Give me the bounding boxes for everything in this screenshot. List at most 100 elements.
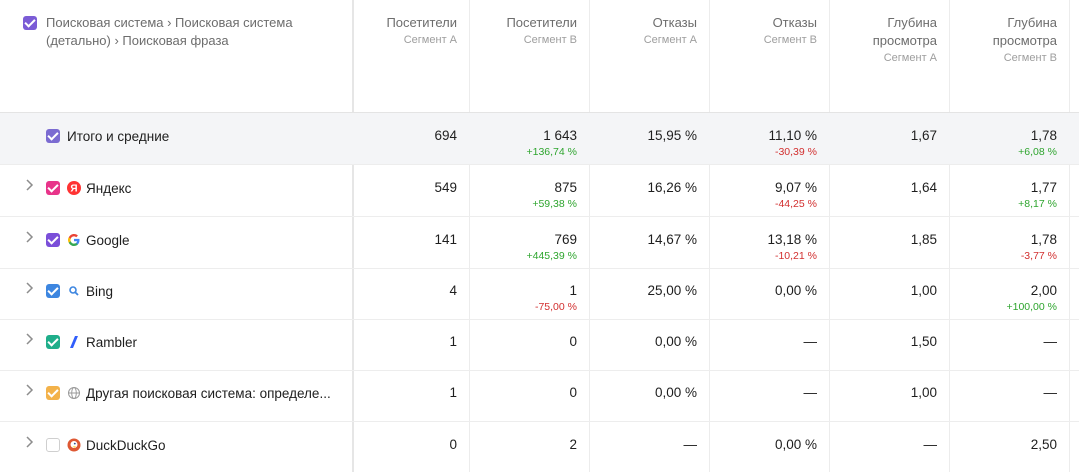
column-header-depth-b[interactable]: Глубина просмотра Сегмент B	[977, 14, 1057, 66]
row-label[interactable]: Bing	[86, 283, 114, 299]
column-title: Глубина просмотра	[872, 15, 937, 48]
bounce-b-value: 11,10 %	[768, 128, 817, 143]
row-dimension: Я Яндекс	[46, 179, 131, 197]
visitors-b-value: 1 643	[543, 128, 577, 143]
bounce-a-value: —	[683, 437, 698, 452]
row-label[interactable]: DuckDuckGo	[86, 437, 166, 453]
svg-text:Я: Я	[70, 184, 77, 195]
dimension-path[interactable]: Поисковая система › Поисковая система (д…	[46, 15, 293, 48]
depth-b-value: 1,78	[1030, 128, 1057, 143]
expand-chevron-icon[interactable]	[25, 384, 35, 396]
google-icon	[67, 233, 81, 247]
visitors-a-value: 1	[449, 385, 457, 400]
visitors-a-value: 141	[434, 232, 457, 247]
expand-chevron-icon[interactable]	[25, 436, 35, 448]
visitors-a-value: 694	[434, 128, 457, 143]
column-title: Посетители	[506, 15, 577, 30]
depth-a-value: 1,67	[910, 128, 937, 143]
bounce-delta: -10,21 %	[774, 250, 817, 262]
row-label[interactable]: Яндекс	[86, 180, 132, 196]
column-divider	[1069, 0, 1070, 472]
visitors-delta: -75,00 %	[534, 301, 577, 313]
table-row: Я Яндекс 549 875 +59,38 % 16,26 % 9,07 %…	[0, 165, 1079, 217]
column-header-visitors-b[interactable]: Посетители Сегмент B	[477, 14, 577, 48]
bounce-a-value: 25,00 %	[647, 283, 697, 298]
expand-chevron-icon[interactable]	[25, 231, 35, 243]
visitors-delta: +445,39 %	[526, 250, 577, 262]
row-dimension: Итого и средние	[46, 127, 169, 145]
table-row: Bing 4 1 -75,00 % 25,00 % 0,00 % 1,00 2,…	[0, 268, 1079, 320]
row-label: Итого и средние	[67, 128, 170, 144]
visitors-delta: +136,74 %	[526, 146, 577, 158]
bounce-a-value: 0,00 %	[654, 334, 697, 349]
depth-delta: +100,00 %	[1006, 301, 1057, 313]
depth-a-value: 1,85	[910, 232, 937, 247]
visitors-delta: +59,38 %	[532, 198, 577, 210]
select-all-checkbox[interactable]	[23, 16, 37, 30]
row-label[interactable]: Другая поисковая система: определе...	[86, 385, 331, 401]
column-divider	[352, 0, 354, 472]
row-dimension: Google	[46, 231, 130, 249]
row-checkbox[interactable]	[46, 438, 60, 452]
expand-chevron-icon[interactable]	[25, 333, 35, 345]
table-row: Другая поисковая система: определе... 1 …	[0, 370, 1079, 422]
bounce-b-value: —	[803, 334, 818, 349]
column-segment: Сегмент A	[883, 52, 937, 64]
depth-b-value: —	[1043, 334, 1058, 349]
column-segment: Сегмент A	[643, 34, 697, 46]
column-header-bounce-a[interactable]: Отказы Сегмент A	[597, 14, 697, 48]
visitors-b-value: 1	[569, 283, 577, 298]
bounce-b-value: —	[803, 385, 818, 400]
depth-b-value: 2,50	[1030, 437, 1057, 452]
expand-chevron-icon[interactable]	[25, 179, 35, 191]
table-header: Поисковая система › Поисковая система (д…	[0, 0, 1079, 113]
duckduckgo-icon	[67, 438, 81, 452]
column-header-depth-a[interactable]: Глубина просмотра Сегмент A	[857, 14, 937, 66]
column-divider	[949, 0, 950, 472]
visitors-b-value: 2	[569, 437, 577, 452]
depth-b-value: 1,77	[1030, 180, 1057, 195]
visitors-b-value: 769	[554, 232, 577, 247]
bounce-b-value: 0,00 %	[774, 283, 817, 298]
depth-a-value: 1,50	[910, 334, 937, 349]
depth-b-value: 1,78	[1030, 232, 1057, 247]
depth-b-value: —	[1043, 385, 1058, 400]
column-title: Глубина просмотра	[992, 15, 1057, 48]
table-row-total: Итого и средние 694 1 643 +136,74 % 15,9…	[0, 113, 1079, 165]
row-label[interactable]: Google	[86, 232, 130, 248]
depth-a-value: 1,00	[910, 385, 937, 400]
table-row: Google 141 769 +445,39 % 14,67 % 13,18 %…	[0, 217, 1079, 269]
row-dimension: Bing	[46, 282, 113, 300]
column-segment: Сегмент B	[523, 34, 577, 46]
visitors-a-value: 4	[449, 283, 457, 298]
row-label[interactable]: Rambler	[86, 334, 138, 350]
depth-a-value: —	[923, 437, 938, 452]
row-checkbox[interactable]	[46, 233, 60, 247]
column-divider	[709, 0, 710, 472]
column-title: Отказы	[772, 15, 817, 30]
row-dimension: Rambler	[46, 333, 137, 351]
expand-chevron-icon[interactable]	[25, 282, 35, 294]
column-header-bounce-b[interactable]: Отказы Сегмент B	[717, 14, 817, 48]
visitors-a-value: 0	[449, 437, 457, 452]
bounce-b-value: 0,00 %	[774, 437, 817, 452]
depth-b-value: 2,00	[1030, 283, 1057, 298]
bounce-a-value: 14,67 %	[647, 232, 697, 247]
visitors-b-value: 875	[554, 180, 577, 195]
depth-a-value: 1,00	[910, 283, 937, 298]
depth-a-value: 1,64	[910, 180, 937, 195]
row-checkbox[interactable]	[46, 284, 60, 298]
row-checkbox[interactable]	[46, 129, 60, 143]
depth-delta: +6,08 %	[1018, 146, 1057, 158]
depth-delta: -3,77 %	[1020, 250, 1057, 262]
visitors-a-value: 549	[434, 180, 457, 195]
column-header-visitors-a[interactable]: Посетители Сегмент A	[357, 14, 457, 48]
column-segment: Сегмент A	[403, 34, 457, 46]
column-title: Посетители	[386, 15, 457, 30]
row-checkbox[interactable]	[46, 386, 60, 400]
bing-search-icon	[67, 284, 81, 298]
row-dimension: DuckDuckGo	[46, 436, 166, 454]
row-checkbox[interactable]	[46, 181, 60, 195]
column-divider	[829, 0, 830, 472]
row-checkbox[interactable]	[46, 335, 60, 349]
